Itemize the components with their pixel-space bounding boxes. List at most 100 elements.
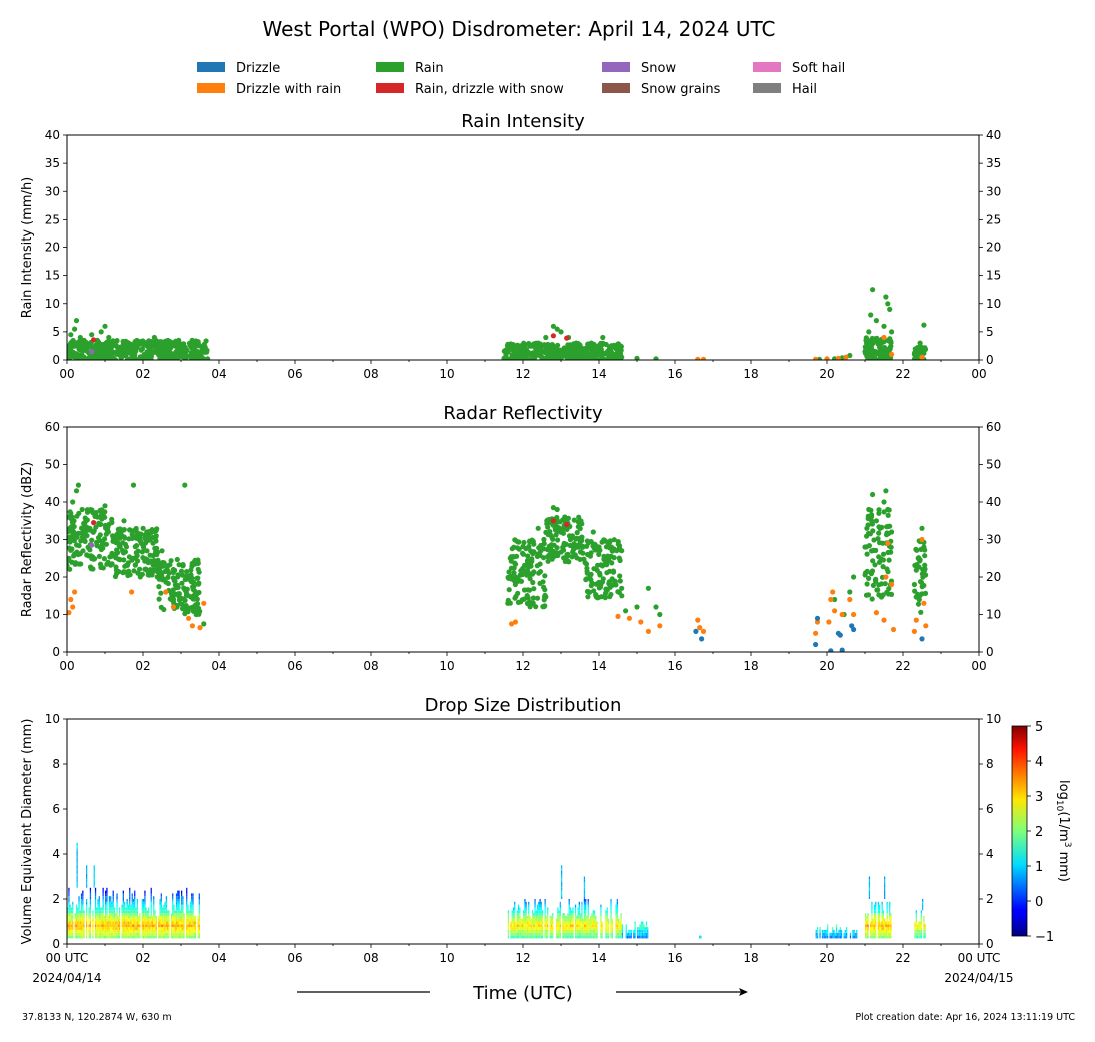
heatmap-cell — [625, 929, 627, 933]
heatmap-cell — [135, 929, 137, 933]
heatmap-cell — [576, 915, 578, 919]
dense-point — [183, 349, 189, 355]
heatmap-cell — [70, 915, 73, 919]
dense-point — [922, 562, 928, 568]
heatmap-cell — [889, 915, 891, 919]
heatmap-cell — [595, 924, 597, 928]
heatmap-cell — [110, 935, 112, 939]
heatmap-cell — [568, 899, 570, 902]
heatmap-cell — [163, 910, 165, 914]
heatmap-cell — [165, 932, 168, 936]
heatmap-cell — [833, 929, 835, 933]
heatmap-cell — [567, 935, 569, 939]
heatmap-cell — [581, 907, 583, 911]
colorbar-label: log10(1/m3 mm) — [1054, 780, 1072, 882]
data-point — [136, 536, 142, 543]
dense-point — [521, 587, 528, 593]
data-point — [699, 636, 705, 642]
heatmap-cell — [884, 884, 886, 888]
dense-point — [150, 562, 156, 568]
heatmap-cell — [571, 935, 573, 939]
heatmap-cell — [592, 929, 594, 933]
heatmap-cell — [192, 927, 194, 930]
heatmap-cell — [153, 907, 155, 911]
heatmap-cell — [533, 935, 535, 939]
heatmap-cell — [165, 921, 168, 925]
colorbar-label-mid: (1/m — [1056, 811, 1071, 841]
heatmap-cell — [886, 915, 888, 919]
heatmap-cell — [915, 932, 917, 936]
data-point — [125, 347, 131, 353]
heatmap-cell — [78, 918, 80, 922]
heatmap-cell — [890, 918, 892, 922]
heatmap-cell — [80, 913, 83, 916]
heatmap-cell — [136, 915, 138, 919]
heatmap-cell — [160, 913, 162, 916]
heatmap-cell — [591, 924, 593, 928]
heatmap-cell — [78, 896, 80, 900]
dense-point — [591, 351, 597, 357]
heatmap-cell — [544, 907, 546, 911]
heatmap-cell — [852, 929, 854, 933]
dense-point — [542, 592, 548, 599]
dense-point — [160, 352, 166, 358]
heatmap-cell — [82, 927, 84, 930]
data-point — [168, 351, 175, 357]
dense-point — [921, 582, 927, 589]
heatmap-cell — [194, 921, 197, 925]
heatmap-cell — [122, 890, 124, 894]
heatmap-cell — [547, 932, 549, 936]
heatmap-cell — [525, 915, 527, 919]
heatmap-cell — [153, 935, 155, 939]
heatmap-cell — [159, 924, 161, 928]
heatmap-cell — [170, 935, 173, 939]
heatmap-cell — [884, 927, 886, 930]
heatmap-cell — [94, 910, 97, 914]
dense-point — [913, 546, 919, 553]
colorbar-label-sub: 10 — [1054, 800, 1064, 812]
heatmap-cell — [155, 915, 157, 919]
heatmap-cell — [877, 910, 879, 914]
dense-point — [105, 342, 111, 348]
dense-point — [617, 573, 623, 579]
heatmap-cell — [74, 935, 76, 939]
dense-point — [915, 601, 922, 607]
heatmap-cell — [915, 927, 917, 930]
heatmap-cell — [174, 913, 176, 916]
heatmap-cell — [122, 924, 124, 928]
heatmap-cell — [105, 935, 107, 939]
heatmap-cell — [99, 918, 102, 922]
heatmap-cell — [870, 927, 872, 930]
heatmap-cell — [514, 935, 516, 939]
heatmap-cell — [875, 921, 877, 925]
heatmap-cell — [160, 924, 162, 928]
dense-point — [132, 528, 138, 534]
heatmap-cell — [581, 910, 583, 914]
y-tick-label-right: 40 — [986, 128, 1001, 142]
heatmap-cell — [915, 913, 917, 916]
heatmap-cell — [186, 910, 188, 914]
x-tick-label: 22 — [895, 951, 910, 965]
dense-point — [194, 591, 200, 598]
dense-point — [121, 557, 127, 563]
heatmap-cell — [78, 927, 80, 930]
heatmap-cell — [873, 915, 876, 919]
heatmap-cell — [533, 927, 535, 930]
heatmap-cell — [102, 910, 104, 914]
dense-point — [542, 587, 548, 593]
heatmap-cell — [881, 904, 883, 908]
heatmap-cell — [630, 932, 632, 936]
heatmap-cell — [153, 924, 155, 928]
heatmap-cell — [595, 927, 597, 930]
heatmap-cell — [581, 927, 583, 930]
heatmap-cell — [165, 929, 168, 933]
heatmap-cell — [634, 921, 636, 925]
heatmap-cell — [840, 935, 843, 939]
heatmap-cell — [76, 865, 78, 869]
heatmap-cell — [886, 907, 888, 911]
heatmap-cell — [198, 904, 200, 908]
data-point — [911, 628, 918, 635]
heatmap-cell — [89, 904, 92, 908]
heatmap-cell — [510, 935, 512, 939]
